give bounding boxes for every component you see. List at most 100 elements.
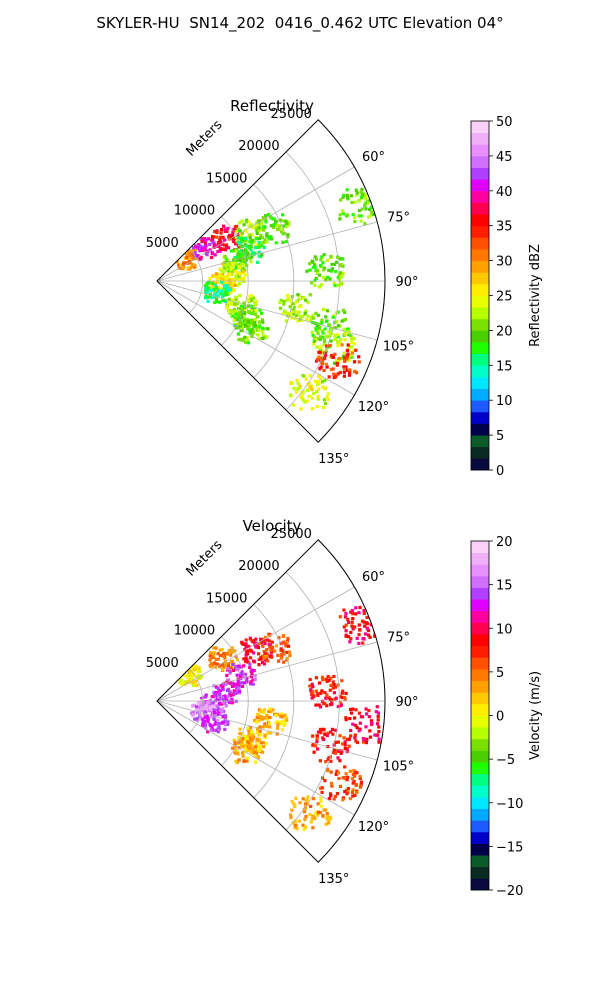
azimuth-spoke — [156, 641, 378, 702]
reflectivity-panel: Reflectivity 5000 10000 15000 20000 25000 Mete… — [146, 97, 543, 479]
colorbar-swatch — [471, 214, 489, 227]
colorbar-swatch — [471, 295, 489, 308]
colorbar-swatch — [471, 820, 489, 833]
colorbar-tick-label: −5 — [496, 753, 515, 768]
azimuth-tick-label: 105° — [383, 760, 414, 775]
colorbar-tick-label: 30 — [496, 255, 513, 270]
colorbar-swatch — [471, 376, 489, 389]
colorbar-swatch — [471, 400, 489, 413]
echo-cell — [288, 374, 330, 411]
colorbar-swatch — [471, 564, 489, 577]
colorbar-swatch — [471, 610, 489, 623]
colorbar-swatch — [471, 552, 489, 565]
colorbar-swatch — [471, 715, 489, 728]
echo-cell — [289, 795, 333, 831]
azimuth-tick-label: 120° — [358, 400, 389, 415]
colorbar-swatch — [471, 622, 489, 635]
colorbar-swatch — [471, 703, 489, 716]
colorbar-tick-label: 10 — [496, 622, 513, 637]
colorbar-swatch — [471, 866, 489, 879]
echo-cell — [235, 726, 268, 755]
colorbar-swatch — [471, 587, 489, 600]
colorbar-swatch — [471, 272, 489, 285]
colorbar-tick-label: 0 — [496, 464, 504, 479]
colorbar-swatch — [471, 575, 489, 588]
azimuth-spoke — [156, 280, 378, 341]
echo-cell — [212, 680, 242, 706]
colorbar-tick-label: 15 — [496, 359, 513, 374]
colorbar-swatch — [471, 225, 489, 238]
range-tick-label: 25000 — [271, 527, 312, 542]
azimuth-spoke — [156, 700, 378, 761]
colorbar-tick-label: −15 — [496, 840, 523, 855]
colorbar-swatch — [471, 202, 489, 215]
colorbar-swatch — [471, 645, 489, 658]
colorbar-tick-label: −10 — [496, 797, 523, 812]
echo-cell — [338, 605, 383, 645]
colorbar: −20 −15 −10 −5 0 5 10 15 20 Velocity (m/s) — [470, 535, 543, 899]
colorbar-swatch — [471, 353, 489, 366]
colorbar-tick-label: 40 — [496, 185, 513, 200]
colorbar-tick-label: 20 — [496, 324, 513, 339]
colorbar-swatch — [471, 878, 489, 891]
azimuth-tick-label: 135° — [318, 872, 349, 887]
panel-title: Reflectivity — [230, 97, 314, 115]
echo-cell — [319, 765, 363, 802]
colorbar-swatch — [471, 121, 489, 134]
range-tick-label: 20000 — [238, 139, 279, 154]
azimuth-tick-label: 120° — [358, 820, 389, 835]
echo-cell — [225, 662, 257, 689]
colorbar-swatch — [471, 855, 489, 868]
colorbar-swatch — [471, 727, 489, 740]
colorbar-swatch — [471, 330, 489, 343]
colorbar-tick-label: 35 — [496, 220, 513, 235]
colorbar-swatch — [471, 190, 489, 203]
echo-layer — [172, 186, 382, 411]
colorbar-tick-label: 50 — [496, 115, 513, 130]
echo-cell — [201, 709, 230, 734]
colorbar-swatch — [471, 167, 489, 180]
echo-cell — [231, 735, 265, 765]
echo-cell — [308, 674, 348, 709]
range-tick-label: 10000 — [174, 204, 215, 219]
colorbar-tick-label: 15 — [496, 579, 513, 594]
colorbar-tick-label: 20 — [496, 535, 513, 550]
sector-outline — [156, 539, 386, 863]
echo-cell — [338, 186, 382, 226]
colorbar-swatch — [471, 260, 489, 273]
azimuth-tick-label: 135° — [318, 452, 349, 467]
colorbar-swatch — [471, 762, 489, 775]
range-tick-label: 10000 — [174, 624, 215, 639]
colorbar-swatch — [471, 132, 489, 145]
colorbar-swatch — [471, 738, 489, 751]
echo-cell — [203, 280, 232, 304]
echo-cell — [257, 213, 291, 245]
colorbar-swatch — [471, 155, 489, 168]
azimuth-spoke — [156, 280, 355, 396]
sector-outline — [156, 119, 386, 443]
colorbar-swatch — [471, 411, 489, 424]
colorbar-swatch — [471, 179, 489, 192]
figure-title: SKYLER-HU SN14_202 0416_0.462 UTC Elevat… — [96, 14, 504, 32]
colorbar-swatch — [471, 668, 489, 681]
range-tick-label: 25000 — [271, 107, 312, 122]
colorbar-swatch — [471, 680, 489, 693]
colorbar-swatch — [471, 692, 489, 705]
echo-cell — [344, 705, 385, 745]
range-axis-label: Meters — [183, 117, 225, 159]
colorbar: 0 5 10 15 20 25 30 35 40 45 50 Reflectivity dBZ — [470, 115, 543, 479]
azimuth-spoke — [156, 586, 355, 702]
colorbar-label: Reflectivity dBZ — [528, 244, 543, 347]
azimuth-tick-label: 105° — [383, 340, 414, 355]
azimuth-tick-label: 60° — [362, 570, 385, 585]
colorbar-swatch — [471, 283, 489, 296]
colorbar-swatch — [471, 750, 489, 763]
range-tick-label: 5000 — [146, 236, 179, 251]
colorbar-swatch — [471, 435, 489, 448]
colorbar-tick-label: 10 — [496, 394, 513, 409]
colorbar-swatch — [471, 634, 489, 647]
colorbar-swatch — [471, 541, 489, 554]
colorbar-tick-label: 0 — [496, 710, 504, 725]
colorbar-swatch — [471, 843, 489, 856]
colorbar-swatch — [471, 785, 489, 798]
